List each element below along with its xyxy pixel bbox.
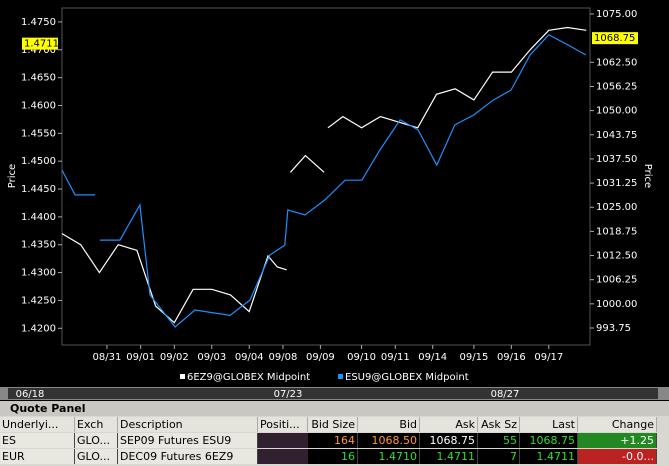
x-tick-label: 09/08: [269, 352, 298, 363]
y-tick-label: 1.4700: [21, 45, 56, 56]
y-tick-label: 1.4650: [21, 73, 56, 84]
y-tick-label: 1.4750: [21, 17, 56, 28]
cell: 55: [478, 433, 520, 448]
y2-tick-label: 1062.50: [596, 57, 637, 68]
x-tick-label: 09/03: [197, 352, 226, 363]
y-tick-label: 1.4550: [21, 128, 56, 139]
scroll-label: 07/23: [274, 389, 303, 400]
last-price-badge: [592, 32, 638, 45]
scroll-label: 06/18: [16, 389, 45, 400]
y2-tick-label: 1018.75: [596, 226, 637, 237]
y2-tick-label: 1043.75: [596, 130, 637, 141]
legend-swatch: [180, 374, 185, 379]
x-tick-label: 09/11: [381, 352, 410, 363]
column-header: Underlyi...: [0, 417, 75, 432]
series-line: [61, 34, 587, 328]
cell: 164: [308, 433, 358, 448]
cell: 1.4711: [520, 449, 578, 464]
last-price-label: 1.4711: [24, 39, 59, 50]
scroll-label: 08/27: [491, 389, 520, 400]
plot-frame: [61, 7, 591, 346]
y2-tick-label: 1012.50: [596, 251, 637, 262]
cell: ES: [0, 433, 75, 448]
position-cell: [258, 449, 308, 464]
y2-tick-label: 1031.25: [596, 178, 637, 189]
cell: -0.0...: [578, 449, 657, 464]
chart: Price Price 1.4200 1.4250 1.4300 1.4350 1.44…: [0, 0, 669, 401]
cell: 16: [308, 449, 358, 464]
cell: 1068.75: [520, 433, 578, 448]
x-tick-label: 09/16: [497, 352, 526, 363]
column-header: Bid Size: [308, 417, 358, 432]
y-axis-label: Price: [7, 164, 18, 188]
x-tick-label: 09/14: [418, 352, 447, 363]
panel-title: Quote Panel: [0, 401, 669, 416]
cell: 7: [478, 449, 520, 464]
x-tick-label: 09/04: [235, 352, 264, 363]
column-header: Last: [520, 417, 578, 432]
column-header: Positi...: [258, 417, 308, 432]
y2-tick-label: 993.75: [596, 323, 631, 334]
y-tick-label: 1.4450: [21, 184, 56, 195]
x-tick-label: 09/01: [126, 352, 155, 363]
y2-tick-label: 1025.00: [596, 202, 637, 213]
legend-label: ESU9@GLOBEX Midpoint: [345, 372, 469, 383]
x-tick-label: 09/10: [347, 352, 376, 363]
y-tick-label: 1.4400: [21, 212, 56, 223]
cell: DEC09 Futures 6EZ9: [118, 449, 258, 464]
y2-tick-label: 1050.00: [596, 106, 637, 117]
y-tick-label: 1.4300: [21, 268, 56, 279]
y-tick-label: 1.4200: [21, 323, 56, 334]
cell: 1.4711: [420, 449, 478, 464]
y2-tick-label: 1075.00: [596, 9, 637, 20]
cell: SEP09 Futures ESU9: [118, 433, 258, 448]
cell: +1.25: [578, 433, 657, 448]
last-price-label: 1068.75: [594, 33, 635, 44]
y2-tick-label: 1056.25: [596, 81, 637, 92]
legend-swatch: [338, 374, 343, 379]
y2-axis-label: Price: [642, 164, 653, 188]
column-header: Bid: [358, 417, 420, 432]
cell: EUR: [0, 449, 75, 464]
y-tick-label: 1.4500: [21, 156, 56, 167]
legend-label: 6EZ9@GLOBEX Midpoint: [187, 372, 310, 383]
background: [0, 0, 669, 401]
column-header: Ask Sz: [478, 417, 520, 432]
x-tick-label: 08/31: [93, 352, 122, 363]
position-cell: [258, 433, 308, 448]
quote-panel: Quote Panel Underlyi... Exch Description Po…: [0, 401, 669, 466]
x-tick-label: 09/02: [160, 352, 189, 363]
y2-tick-label: 1037.50: [596, 154, 637, 165]
column-header: Exch: [75, 417, 118, 432]
cell: 1068.50: [358, 433, 420, 448]
y2-tick-label: 1006.25: [596, 275, 637, 286]
y-tick-label: 1.4350: [21, 240, 56, 251]
column-header: Description: [118, 417, 258, 432]
column-header: Ask: [420, 417, 478, 432]
scroll-thumb[interactable]: [8, 388, 658, 399]
column-header: Change: [578, 417, 657, 432]
cell: 1068.75: [420, 433, 478, 448]
cell: GLO...: [75, 433, 118, 448]
y-tick-label: 1.4600: [21, 100, 56, 111]
cell: GLO...: [75, 449, 118, 464]
x-tick-label: 09/15: [460, 352, 489, 363]
cell: 1.4710: [358, 449, 420, 464]
y2-tick-label: 1000.00: [596, 299, 637, 310]
last-price-badge: [22, 37, 58, 50]
x-tick-label: 09/17: [534, 352, 563, 363]
x-tick-label: 09/09: [306, 352, 335, 363]
y-tick-label: 1.4250: [21, 295, 56, 306]
